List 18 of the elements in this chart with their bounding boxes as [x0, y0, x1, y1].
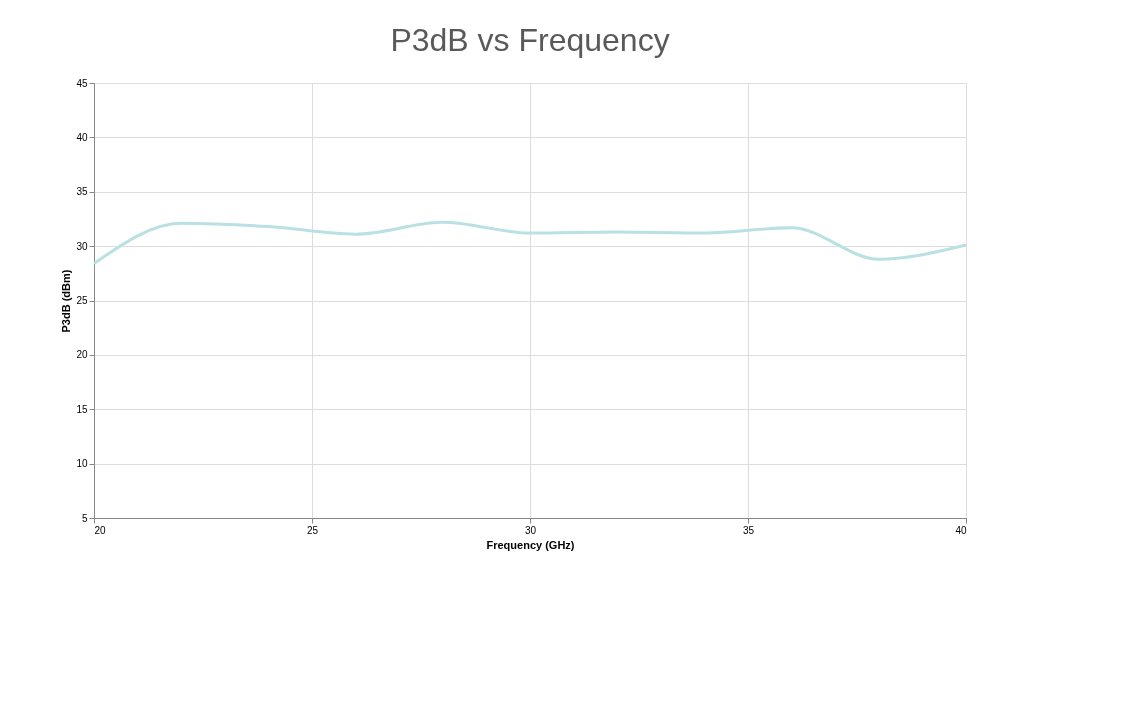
y-tick-label: 35 — [76, 186, 88, 198]
line-series — [92, 220, 968, 266]
y-tick-label: 45 — [76, 77, 88, 89]
y-tick-label: 20 — [76, 349, 88, 361]
x-tick-label: 35 — [742, 524, 755, 536]
y-tick-label: 25 — [76, 295, 88, 306]
y-tick-label: 40 — [76, 131, 88, 143]
y-axis-title: P3dB (dBm) — [60, 269, 73, 333]
chart-title: P3dB vs Frequency — [390, 22, 670, 58]
x-tick-label: 25 — [306, 524, 319, 536]
y-tick-label: 15 — [76, 403, 88, 415]
x-axis-title: Frequency (GHz) — [486, 538, 575, 551]
x-tick-label: 40 — [955, 524, 967, 536]
y-tick-label: 5 — [81, 512, 88, 524]
y-tick-label: 30 — [76, 240, 88, 252]
x-tick-label: 30 — [524, 524, 537, 536]
y-tick-label: 10 — [76, 458, 88, 470]
x-tick-label: 20 — [94, 524, 107, 536]
